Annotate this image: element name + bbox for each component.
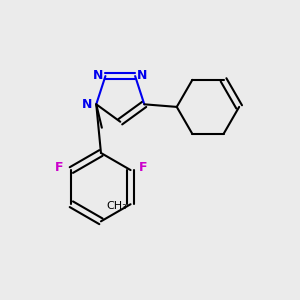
- Text: N: N: [82, 98, 92, 111]
- Text: N: N: [92, 69, 103, 82]
- Text: F: F: [139, 161, 147, 174]
- Text: CH₃: CH₃: [106, 201, 127, 211]
- Text: N: N: [137, 69, 147, 82]
- Text: F: F: [55, 161, 63, 174]
